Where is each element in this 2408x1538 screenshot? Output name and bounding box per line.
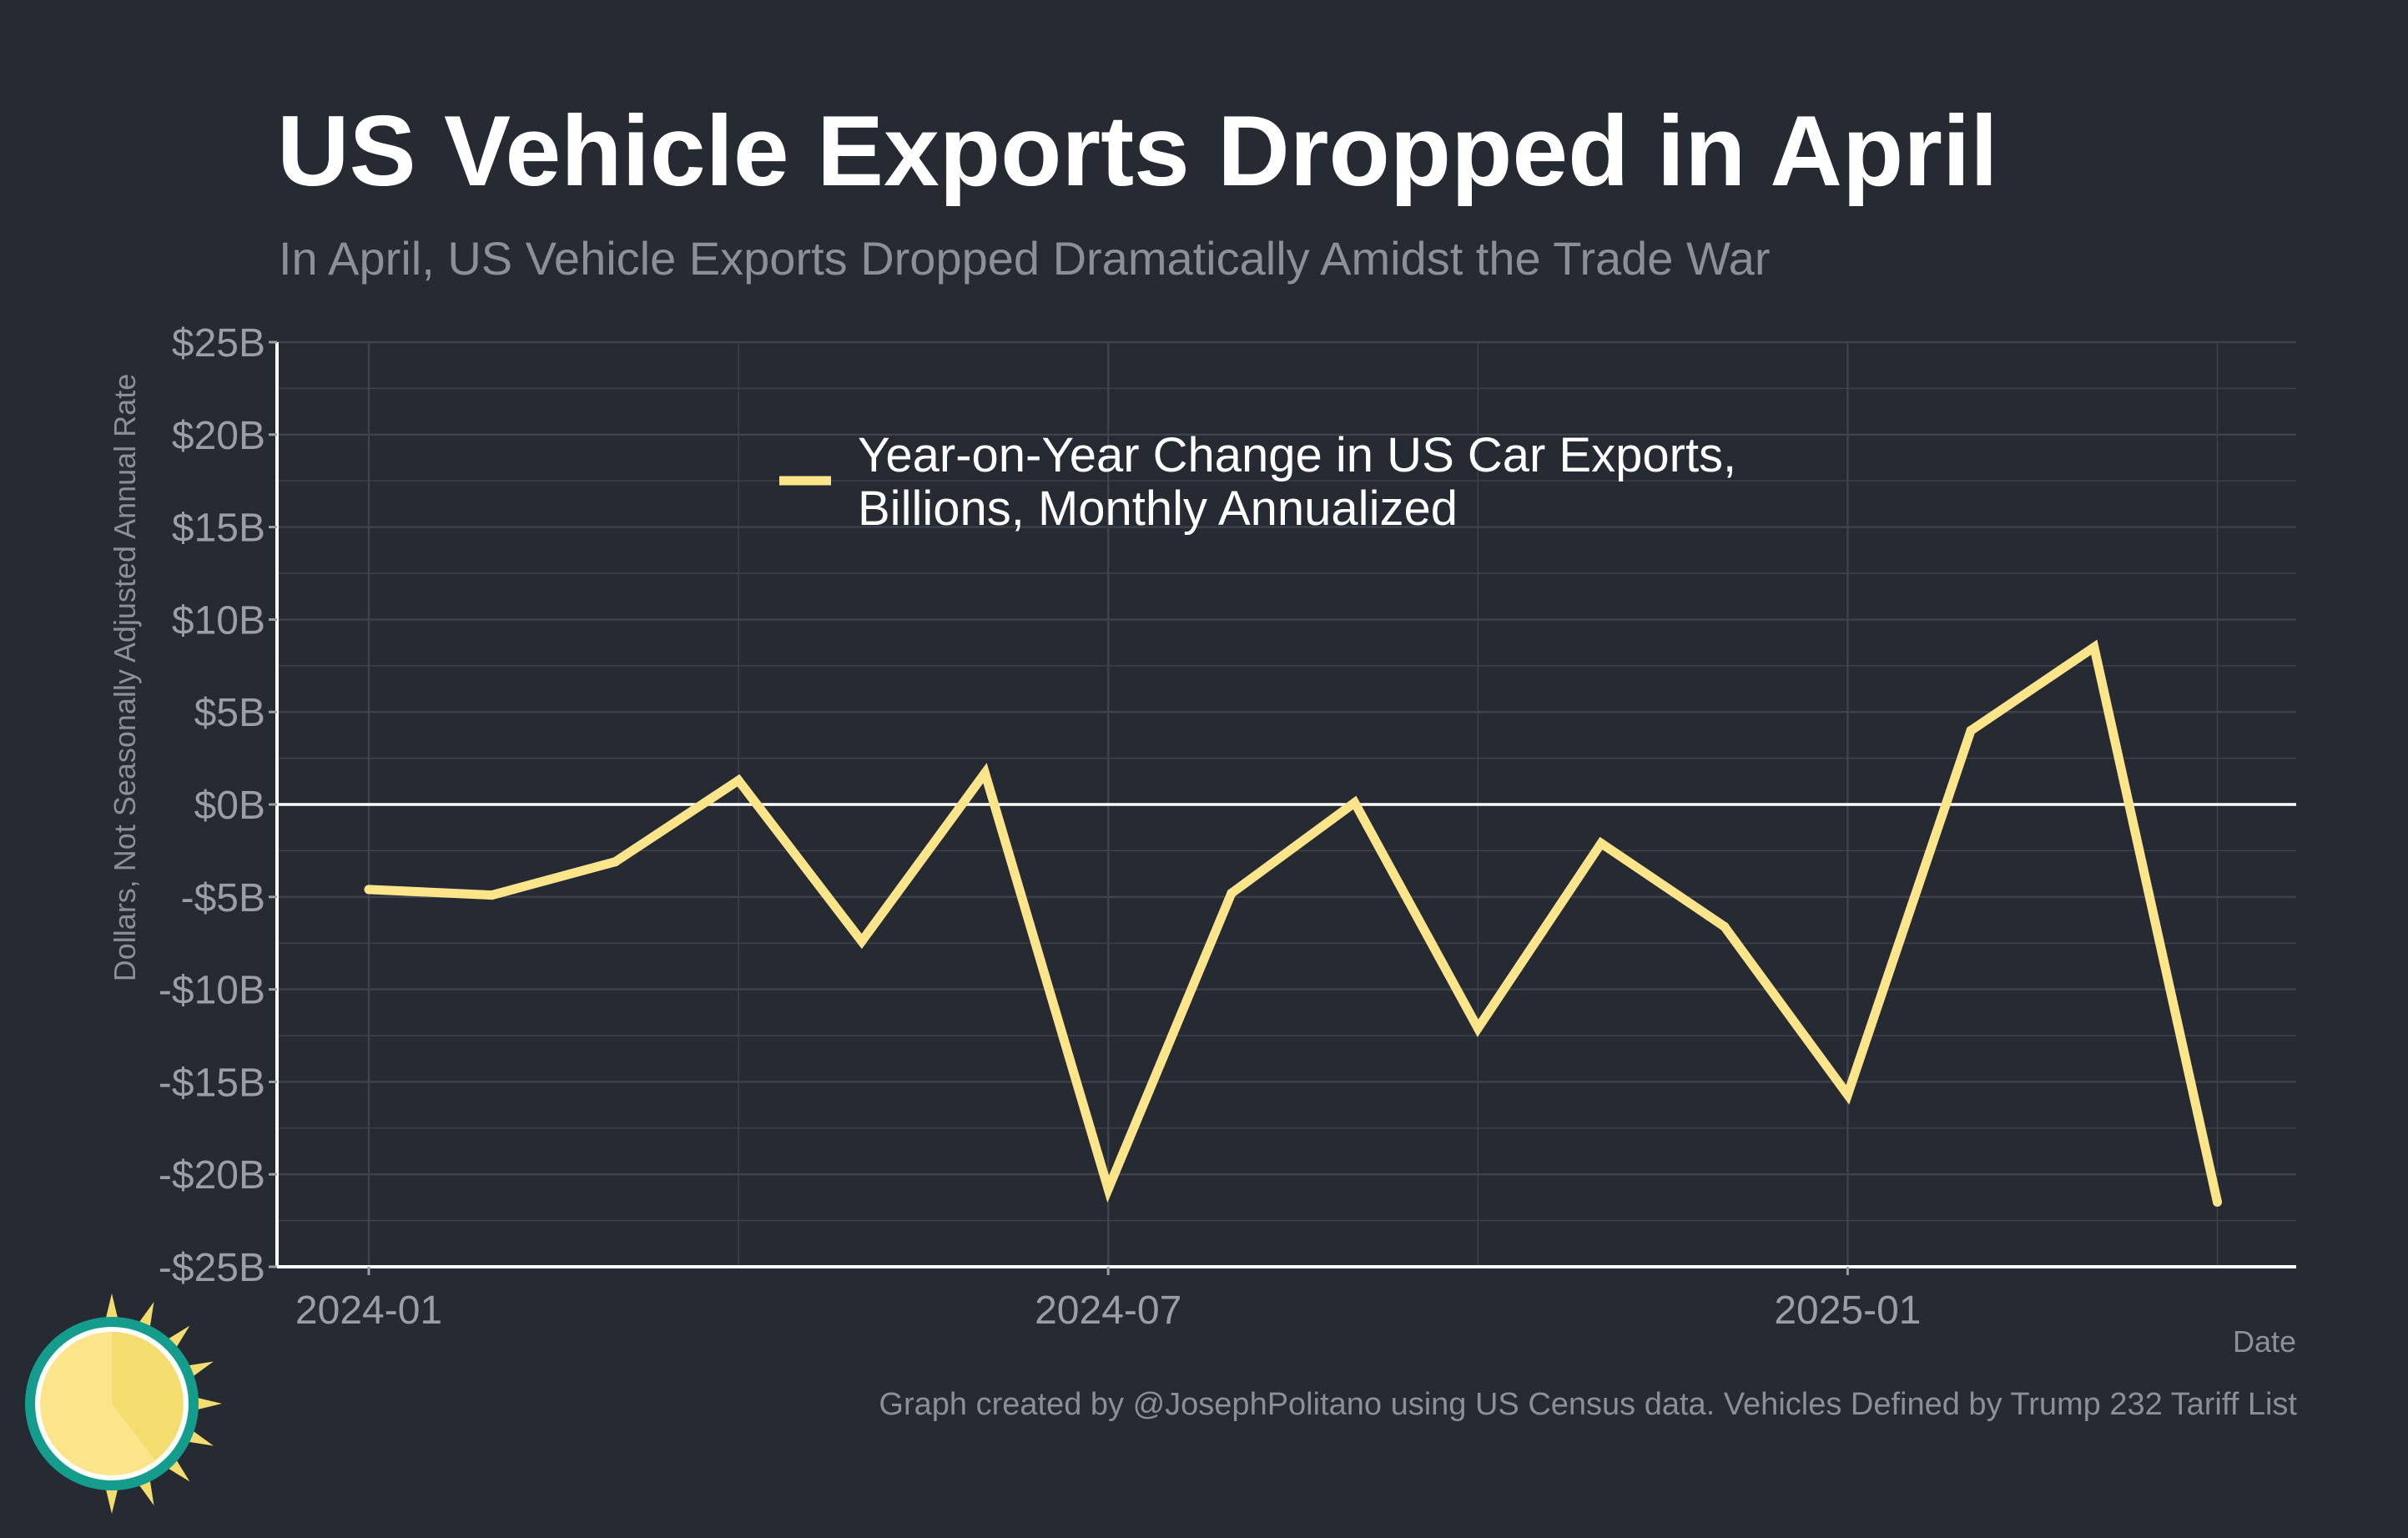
- y-tick-label: -$15B: [159, 1061, 265, 1105]
- y-tick-label: $20B: [172, 414, 265, 458]
- data-point: [610, 857, 620, 867]
- y-tick-label: -$5B: [181, 876, 265, 920]
- data-point: [364, 885, 374, 895]
- data-point: [2089, 643, 2099, 653]
- x-axis-title: Date: [2233, 1324, 2296, 1359]
- data-point: [1473, 1023, 1483, 1033]
- sun-logo-icon: [25, 1293, 222, 1514]
- grid-lines: [277, 340, 2296, 1268]
- data-point: [1350, 798, 1360, 808]
- data-point: [1596, 839, 1606, 849]
- data-point: [1227, 888, 1237, 898]
- x-tick-label: 2025-01: [1774, 1288, 1921, 1333]
- legend-label: Year-on-Year Change in US Car Exports,: [858, 428, 1736, 482]
- y-tick-label: -$25B: [159, 1246, 265, 1290]
- tick-labels: $25B $20B $15B $10B $5B $0B -$5B -$10B -$15B -$20…: [159, 321, 1922, 1333]
- x-tick-label: 2024-01: [295, 1288, 442, 1333]
- y-tick-label: $25B: [172, 321, 265, 366]
- page-title: US Vehicle Exports Dropped in April: [277, 95, 1998, 207]
- data-point: [1103, 1184, 1113, 1194]
- series: [364, 639, 2222, 1207]
- data-point: [980, 768, 990, 778]
- y-tick-label: $0B: [194, 784, 265, 828]
- series-line: [368, 639, 2222, 1203]
- y-tick-label: $15B: [172, 507, 265, 551]
- x-tick-label: 2024-07: [1035, 1288, 1181, 1333]
- page-subtitle: In April, US Vehicle Exports Dropped Dra…: [279, 232, 1771, 285]
- legend: Year-on-Year Change in US Car Exports,Bi…: [779, 428, 1736, 536]
- y-tick-label: $5B: [194, 691, 265, 735]
- data-point: [2213, 1197, 2222, 1207]
- y-tick-label: $10B: [172, 598, 265, 643]
- y-tick-label: -$10B: [159, 969, 265, 1013]
- credit-note: Graph created by @JosephPolitano using U…: [879, 1387, 2297, 1422]
- data-point: [857, 936, 867, 946]
- data-point: [733, 775, 743, 785]
- y-axis-title: Dollars, Not Seasonally Adjusted Annual …: [108, 374, 142, 981]
- data-point: [1842, 1090, 1852, 1100]
- data-point: [1720, 921, 1730, 931]
- data-point: [487, 890, 497, 900]
- legend-label: Billions, Monthly Annualized: [858, 482, 1458, 536]
- y-tick-label: -$20B: [159, 1153, 265, 1198]
- data-point: [1966, 725, 1976, 735]
